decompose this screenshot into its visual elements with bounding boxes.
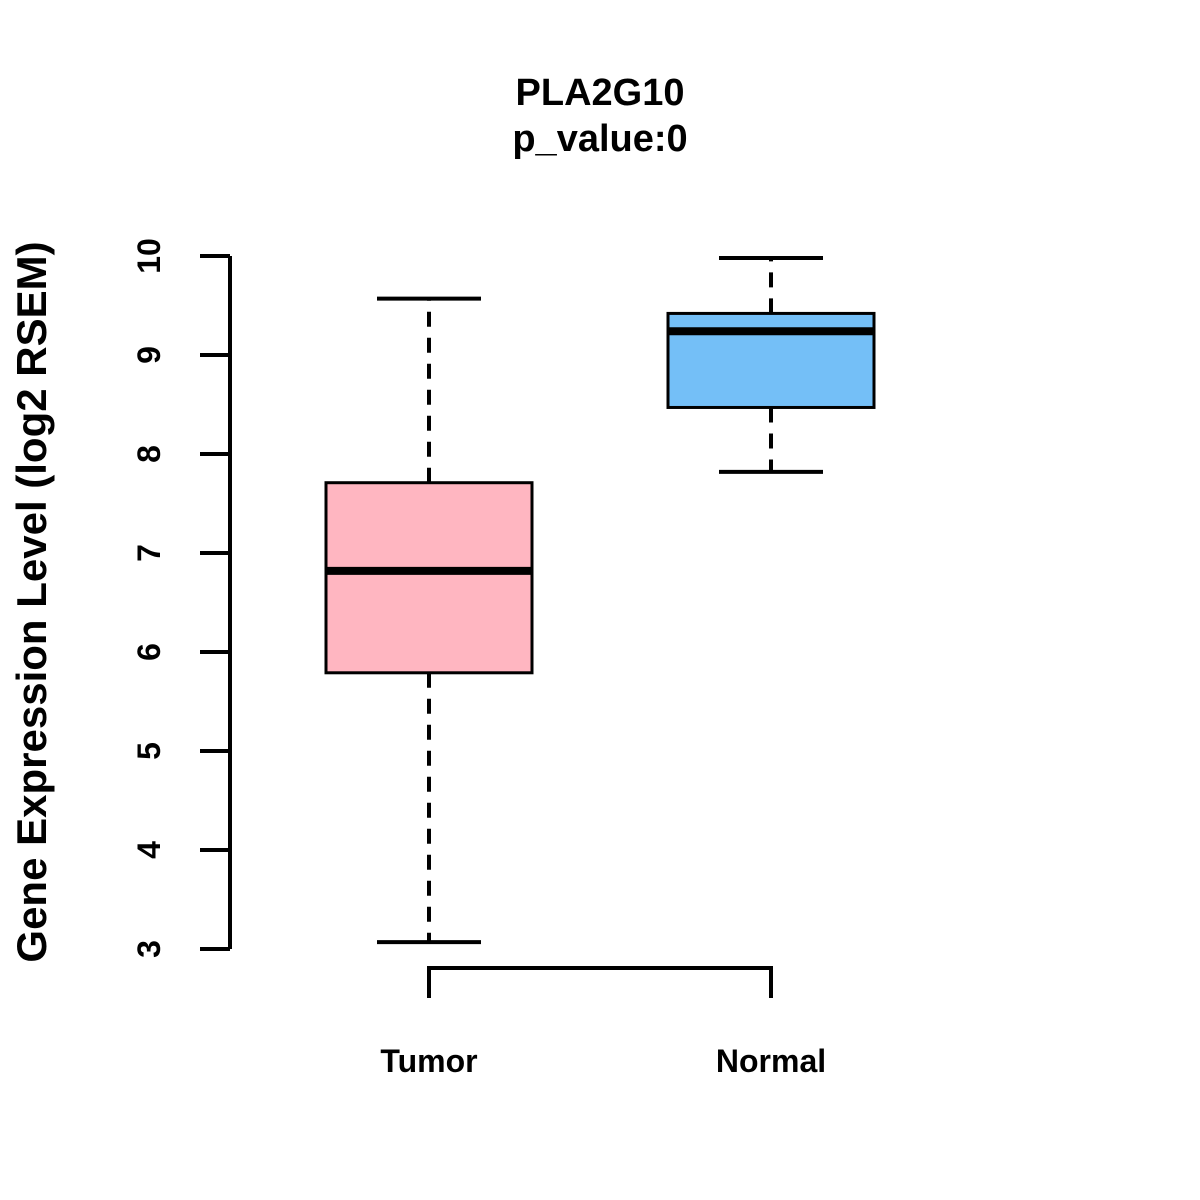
x-category-label-tumor: Tumor	[380, 1043, 477, 1079]
y-tick-label: 10	[131, 238, 167, 274]
box-group-tumor	[324, 296, 534, 945]
x-category-label-normal: Normal	[716, 1043, 826, 1079]
y-tick-label: 7	[131, 544, 167, 562]
chart-subtitle: p_value:0	[512, 118, 687, 160]
box-group-normal	[666, 255, 876, 474]
y-tick-label: 4	[131, 841, 167, 859]
y-axis-title: Gene Expression Level (log2 RSEM)	[8, 241, 55, 962]
y-tick-label: 8	[131, 445, 167, 463]
y-tick-label: 6	[131, 643, 167, 661]
plot-area: 3 4 5 6 7 8 9 10 Tumor Normal	[131, 238, 876, 1079]
y-tick-label: 3	[131, 940, 167, 958]
iqr-box	[324, 481, 534, 675]
y-tick-label: 9	[131, 346, 167, 364]
chart-title: PLA2G10	[516, 72, 685, 114]
y-tick-label: 5	[131, 742, 167, 760]
